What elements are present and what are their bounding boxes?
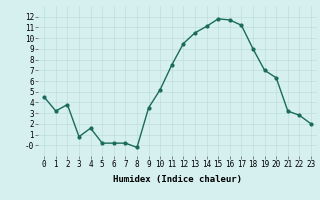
X-axis label: Humidex (Indice chaleur): Humidex (Indice chaleur) <box>113 175 242 184</box>
